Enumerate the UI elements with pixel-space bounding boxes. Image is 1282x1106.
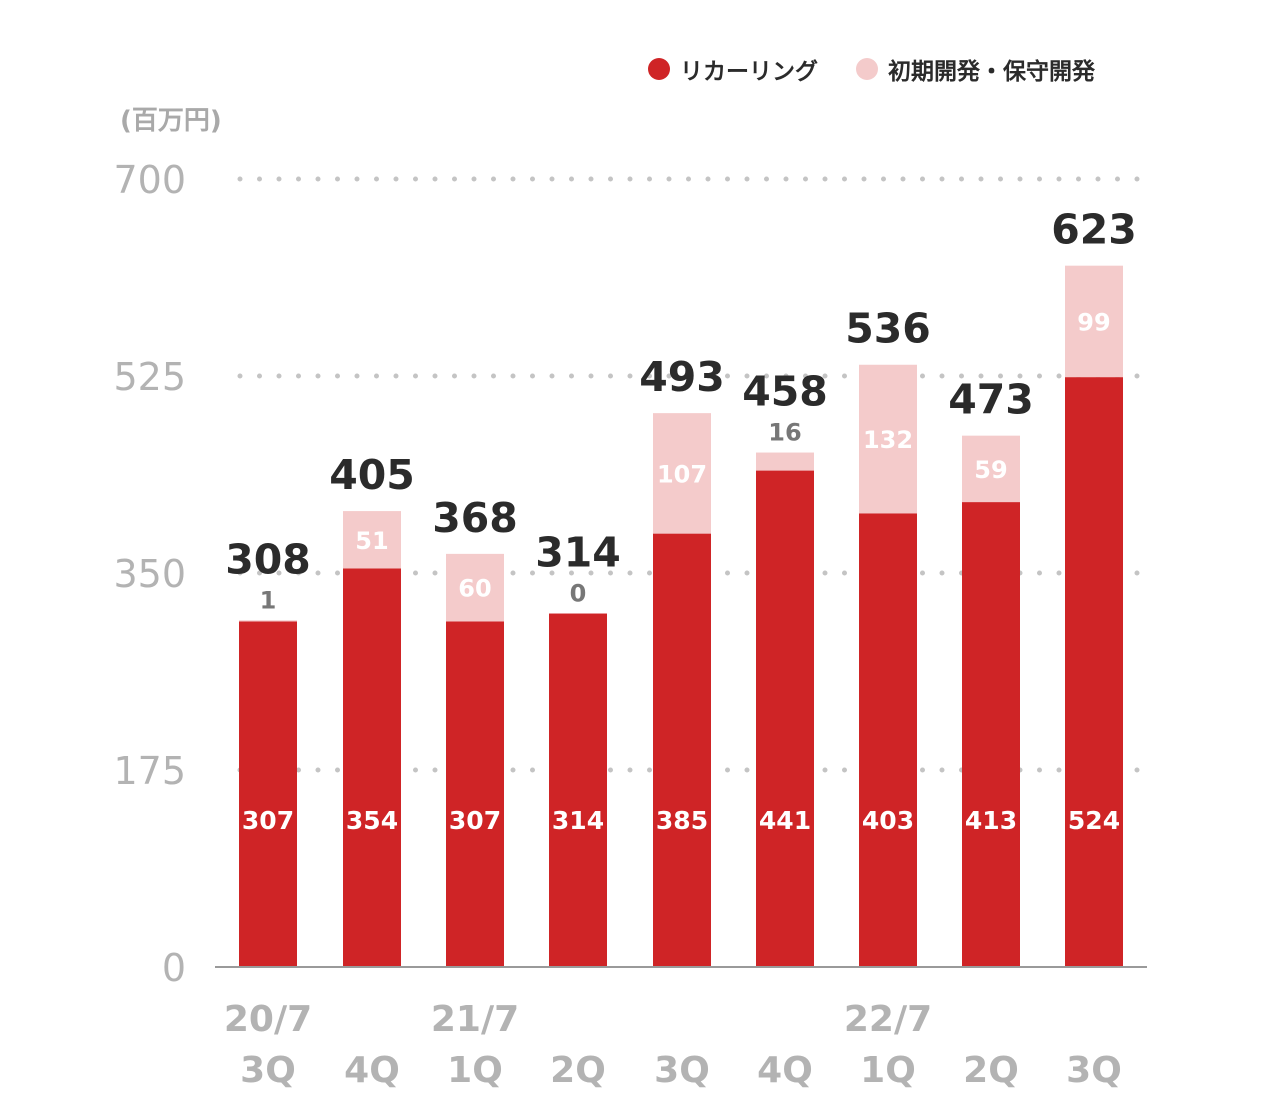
bar-recurring: [1065, 377, 1123, 967]
x-tick-label: 4Q: [344, 1050, 400, 1091]
bar-recurring: [549, 613, 607, 967]
x-period-label: 22/7: [844, 999, 932, 1040]
x-period-label: 21/7: [431, 999, 519, 1040]
development-value-label: 107: [657, 460, 707, 488]
recurring-value-label: 441: [759, 806, 811, 835]
development-value-label: 99: [1077, 308, 1110, 336]
legend-swatch-development: [856, 58, 878, 80]
total-value-label: 536: [845, 305, 931, 353]
bar-recurring: [239, 621, 297, 967]
bar-recurring: [859, 513, 917, 967]
bar-recurring: [962, 502, 1020, 967]
recurring-value-label: 354: [346, 806, 398, 835]
recurring-value-label: 524: [1068, 806, 1120, 835]
total-value-label: 493: [639, 353, 725, 401]
bar-development: [446, 553, 504, 622]
y-tick-label: 525: [113, 355, 186, 399]
bar-recurring: [446, 621, 504, 967]
x-tick-label: 3Q: [654, 1050, 710, 1091]
legend-swatch-recurring: [648, 58, 670, 80]
recurring-value-label: 385: [656, 806, 708, 835]
bar-recurring: [343, 568, 401, 967]
bar-development: [343, 511, 401, 569]
y-tick-label: 700: [113, 158, 186, 202]
total-value-label: 623: [1051, 206, 1137, 254]
development-value-label: 132: [863, 426, 913, 454]
bar-development: [239, 620, 297, 622]
legend-item-development: 初期開発・保守開発: [856, 52, 1095, 86]
legend-label-recurring: リカーリング: [680, 59, 818, 85]
x-tick-label: 3Q: [1066, 1050, 1122, 1091]
total-value-label: 458: [742, 368, 828, 416]
bar-recurring: [756, 470, 814, 967]
unit-label: (百万円): [120, 106, 222, 136]
x-period-label: 20/7: [224, 999, 312, 1040]
total-value-label: 308: [225, 535, 311, 583]
recurring-value-label: 403: [862, 806, 914, 835]
x-tick-label: 2Q: [963, 1050, 1019, 1091]
total-value-label: 314: [535, 529, 621, 577]
development-value-label: 51: [355, 527, 388, 555]
legend-item-recurring: リカーリング: [648, 52, 818, 86]
development-value-label: 60: [458, 575, 491, 603]
total-value-label: 405: [329, 451, 415, 499]
development-value-label: 0: [570, 580, 587, 608]
development-value-label: 16: [768, 419, 801, 447]
recurring-value-label: 307: [242, 806, 294, 835]
development-value-label: 1: [260, 586, 277, 614]
y-tick-label: 175: [113, 749, 186, 793]
x-tick-label: 4Q: [757, 1050, 813, 1091]
bar-development: [962, 435, 1020, 503]
y-tick-label: 350: [113, 552, 186, 596]
x-tick-label: 3Q: [240, 1050, 296, 1091]
bar-development: [653, 413, 711, 534]
bar-development: [1065, 265, 1123, 378]
bar-development: [756, 452, 814, 471]
x-tick-label: 1Q: [447, 1050, 503, 1091]
total-value-label: 368: [432, 494, 518, 542]
bar-recurring: [653, 533, 711, 967]
recurring-value-label: 307: [449, 806, 501, 835]
y-tick-label: 0: [162, 946, 186, 990]
x-tick-label: 1Q: [860, 1050, 916, 1091]
legend: リカーリング 初期開発・保守開発: [648, 52, 1133, 86]
recurring-value-label: 413: [965, 806, 1017, 835]
total-value-label: 473: [948, 376, 1034, 424]
x-tick-label: 2Q: [550, 1050, 606, 1091]
recurring-value-label: 314: [552, 806, 604, 835]
bar-development: [859, 364, 917, 514]
development-value-label: 59: [974, 456, 1007, 484]
legend-label-development: 初期開発・保守開発: [888, 59, 1095, 85]
